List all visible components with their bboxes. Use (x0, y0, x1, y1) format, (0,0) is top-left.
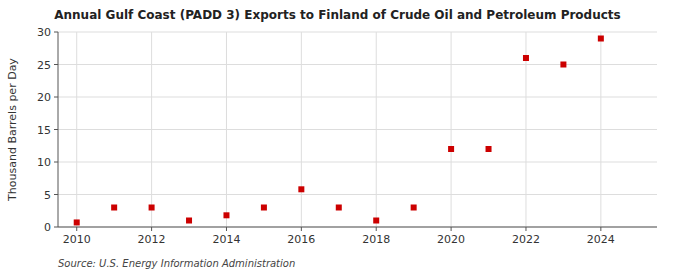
x-tick (301, 227, 302, 231)
chart-container: 2010 2012 2014 2016 2018 2020 2022 2024 0 5 10 15 20… (0, 0, 675, 275)
y-grid-line (58, 227, 657, 228)
y-tick-label: 20 (37, 91, 51, 104)
x-tick-label: 2014 (212, 233, 240, 246)
point (223, 212, 229, 218)
title: Annual Gulf Coast (PADD 3) Exports to Fi… (54, 8, 621, 22)
y-tick (54, 129, 58, 130)
y-grid-line (58, 162, 657, 163)
x-tick-label: 2018 (362, 233, 390, 246)
y-tick (54, 32, 58, 33)
point (149, 205, 155, 211)
points (74, 36, 604, 226)
point (336, 205, 342, 211)
axes: 2010 2012 2014 2016 2018 2020 2022 2024 0 5 10 15 20… (37, 26, 657, 246)
source-note: Source: U.S. Energy Information Administ… (58, 258, 295, 269)
point (74, 219, 80, 225)
y-tick (54, 97, 58, 98)
y-grid-line (58, 129, 657, 130)
x-tick-label: 2020 (437, 233, 465, 246)
x-tick (76, 227, 77, 231)
y-grid-line (58, 64, 657, 65)
y-tick-label: 15 (37, 124, 51, 137)
x-tick (451, 227, 452, 231)
x-tick (151, 227, 152, 231)
y-tick (54, 227, 58, 228)
y-grid-line (58, 32, 657, 33)
point (523, 55, 529, 61)
point (186, 218, 192, 224)
point (598, 36, 604, 42)
x-axis-line (58, 227, 657, 228)
point (373, 218, 379, 224)
x-tick (525, 227, 526, 231)
x-tick (600, 227, 601, 231)
y-tick-label: 5 (44, 189, 51, 202)
x-tick (226, 227, 227, 231)
y-tick-label: 30 (37, 26, 51, 39)
x-tick-label: 2016 (287, 233, 315, 246)
y-tick-label: 10 (37, 156, 51, 169)
point (448, 146, 454, 152)
x-tick (376, 227, 377, 231)
grid (58, 32, 657, 227)
x-tick-label: 2010 (63, 233, 91, 246)
y-grid-line (58, 97, 657, 98)
y-tick-label: 0 (44, 221, 51, 234)
y-tick (54, 194, 58, 195)
chart: 2010 2012 2014 2016 2018 2020 2022 2024 0 5 10 15 20… (0, 0, 675, 275)
point (560, 62, 566, 68)
point (411, 205, 417, 211)
y-tick-label: 25 (37, 59, 51, 72)
y-axis-label: Thousand Barrels per Day (6, 58, 19, 202)
x-tick-label: 2012 (138, 233, 166, 246)
x-tick-label: 2024 (587, 233, 615, 246)
point (261, 205, 267, 211)
x-tick-label: 2022 (512, 233, 540, 246)
y-tick (54, 64, 58, 65)
point (486, 146, 492, 152)
y-tick (54, 162, 58, 163)
point (111, 205, 117, 211)
point (298, 186, 304, 192)
y-grid-line (58, 194, 657, 195)
